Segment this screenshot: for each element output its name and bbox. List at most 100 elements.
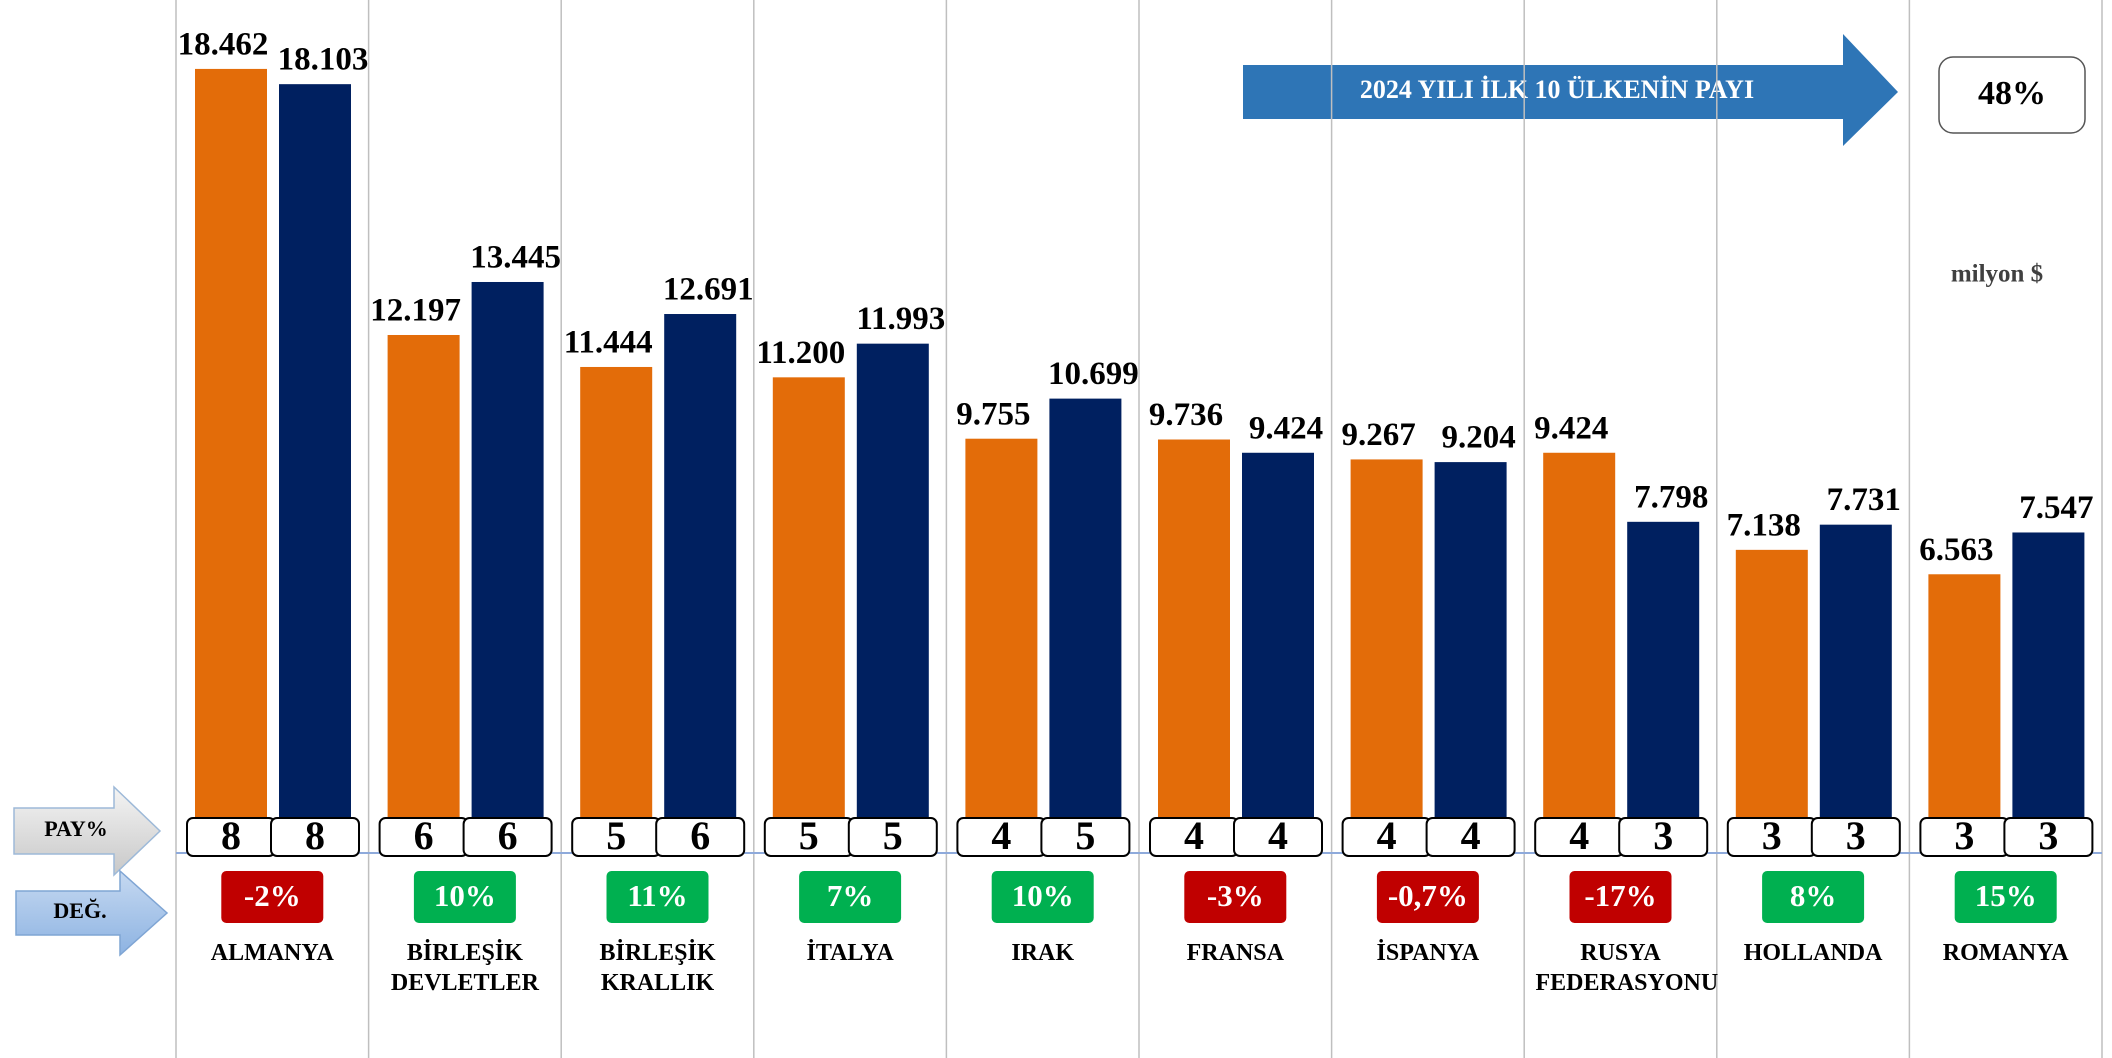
category-label: ROMANYA xyxy=(1942,940,2069,966)
value-label: 7.138 xyxy=(1727,507,1801,543)
share-arrow xyxy=(1243,34,1898,146)
bar xyxy=(471,281,544,853)
bar xyxy=(1158,439,1230,853)
category-label: İTALYA xyxy=(806,940,894,966)
change-label: -0,7% xyxy=(1388,878,1468,913)
pay-value: 4 xyxy=(1569,813,1589,858)
pay-value: 4 xyxy=(1377,813,1397,858)
bar xyxy=(1434,462,1507,853)
pay-box xyxy=(270,817,360,857)
category-label: FRANSA xyxy=(1186,940,1284,966)
pay-box xyxy=(462,817,553,857)
bar xyxy=(1350,459,1423,853)
value-label: 9.424 xyxy=(1249,410,1323,446)
category-label: BİRLEŞİK KRALLIK xyxy=(599,940,716,996)
pay-value: 4 xyxy=(1461,813,1481,858)
pay-value: 5 xyxy=(883,813,903,858)
value-label: 11.444 xyxy=(564,325,653,361)
bar xyxy=(387,334,460,853)
value-label: 9.755 xyxy=(956,396,1030,432)
pay-box xyxy=(1040,817,1131,857)
bar xyxy=(195,68,267,853)
pay-value: 8 xyxy=(221,813,241,858)
value-label: 12.197 xyxy=(370,293,461,329)
change-label: -17% xyxy=(1584,878,1656,913)
change-arrow xyxy=(15,869,169,957)
pay-value: 3 xyxy=(2038,813,2058,858)
pay-value: 4 xyxy=(1184,813,1204,858)
bar xyxy=(664,314,737,853)
pay-value: 6 xyxy=(414,813,434,858)
value-label: 11.993 xyxy=(856,301,945,337)
bar xyxy=(1543,452,1616,853)
pay-value: 5 xyxy=(606,813,626,858)
change-label: 15% xyxy=(1975,878,2037,913)
pay-label: PAY% xyxy=(44,816,108,841)
pay-value: 6 xyxy=(690,813,710,858)
value-label: 13.445 xyxy=(470,240,561,276)
change-badge xyxy=(1569,871,1672,923)
value-label: 7.798 xyxy=(1634,479,1708,515)
pay-value: 4 xyxy=(1268,813,1288,858)
category-label: HOLLANDA xyxy=(1743,940,1883,966)
share-box xyxy=(1938,56,2086,134)
change-badge xyxy=(221,871,324,923)
pay-value: 4 xyxy=(991,813,1011,858)
value-label: 9.204 xyxy=(1441,420,1515,456)
pay-box xyxy=(1618,817,1709,857)
unit-label: milyon $ xyxy=(1951,261,2043,288)
bar xyxy=(1242,452,1314,853)
change-label: 7% xyxy=(827,878,874,913)
value-label: 9.267 xyxy=(1341,417,1415,453)
category-label: ALMANYA xyxy=(210,940,334,966)
category-label: RUSYA FEDERASYONU xyxy=(1535,940,1719,996)
pay-box xyxy=(2003,817,2094,857)
change-badge xyxy=(1762,871,1865,923)
value-label: 12.691 xyxy=(663,272,754,308)
change-badge xyxy=(1376,871,1479,923)
category-label: İSPANYA xyxy=(1376,940,1480,966)
pay-value: 5 xyxy=(1075,813,1095,858)
value-label: 9.736 xyxy=(1149,397,1223,433)
value-label: 7.731 xyxy=(1827,482,1901,518)
value-label: 18.462 xyxy=(178,26,269,62)
bar xyxy=(965,438,1038,853)
pay-box xyxy=(1425,817,1516,857)
pay-box xyxy=(1810,817,1901,857)
pay-box xyxy=(847,817,938,857)
change-label: DEĞ. xyxy=(53,898,106,923)
change-badge xyxy=(799,871,902,923)
bar xyxy=(772,377,845,853)
pay-value: 6 xyxy=(498,813,518,858)
change-label: 11% xyxy=(627,878,687,913)
pay-box xyxy=(1233,817,1323,857)
change-label: -2% xyxy=(244,878,301,913)
bar xyxy=(580,366,653,853)
pay-value: 3 xyxy=(1653,813,1673,858)
bar xyxy=(856,343,929,853)
bar xyxy=(1735,549,1808,853)
value-label: 18.103 xyxy=(278,42,369,78)
change-label: 10% xyxy=(434,878,496,913)
bar xyxy=(1049,398,1122,853)
pay-value: 3 xyxy=(1762,813,1782,858)
pay-value: 3 xyxy=(1954,813,1974,858)
change-label: 10% xyxy=(1012,878,1074,913)
change-badge xyxy=(1954,871,2057,923)
change-label: -3% xyxy=(1207,878,1264,913)
share-value: 48% xyxy=(1978,75,2046,112)
bar xyxy=(279,84,351,853)
value-label: 11.200 xyxy=(756,335,845,371)
change-badge xyxy=(606,871,709,923)
change-badge xyxy=(991,871,1094,923)
change-label: 8% xyxy=(1790,878,1837,913)
change-badge xyxy=(413,871,516,923)
share-title: 2024 YILI İLK 10 ÜLKENİN PAYI xyxy=(1360,75,1754,104)
pay-value: 3 xyxy=(1846,813,1866,858)
pay-value: 5 xyxy=(799,813,819,858)
bar xyxy=(1928,574,2001,853)
value-label: 6.563 xyxy=(1919,532,1993,568)
bar xyxy=(2012,532,2085,853)
